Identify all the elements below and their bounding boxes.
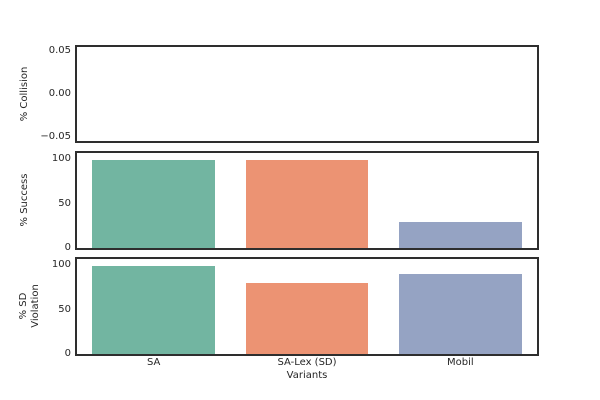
y-tick-label: 50 [58, 197, 71, 209]
y-axis-label-sd-violation: % SD Violation [18, 284, 41, 328]
x-tick-label-sa-lex-sd: SA-Lex (SD) [277, 357, 337, 368]
y-tick-label: −0.05 [40, 131, 71, 143]
x-tick-label-sa: SA [146, 357, 161, 368]
y-tick-label: 0.05 [48, 44, 71, 56]
bar-success-sa [92, 160, 215, 248]
bar-success-mobil [399, 222, 522, 248]
subplot-success: 100 50 0 [52, 151, 539, 253]
bar-success-sa-lex-sd [245, 160, 369, 248]
y-tick-label: 100 [51, 259, 71, 271]
y-axis-label-success: % Success [19, 173, 30, 227]
y-tick-label: 0.00 [48, 88, 71, 99]
x-axis-label: Variants [286, 370, 328, 381]
y-axis-label-collision: % Collision [19, 66, 30, 122]
y-tick-label: 100 [51, 153, 71, 165]
y-tick-label: 50 [58, 303, 71, 315]
y-tick-label: 0 [64, 348, 71, 359]
bar-sd_violation-sa-lex-sd [245, 282, 369, 354]
bar-sd_violation-sa [92, 266, 215, 354]
x-tick-label-mobil: Mobil [447, 357, 474, 368]
y-tick-label: 0 [64, 242, 71, 253]
bar-sd_violation-mobil [399, 274, 522, 354]
subplot-sd-violation: 100 50 0 [52, 257, 539, 359]
subplot-collision: 0.05 0.00 −0.05 [40, 45, 539, 143]
